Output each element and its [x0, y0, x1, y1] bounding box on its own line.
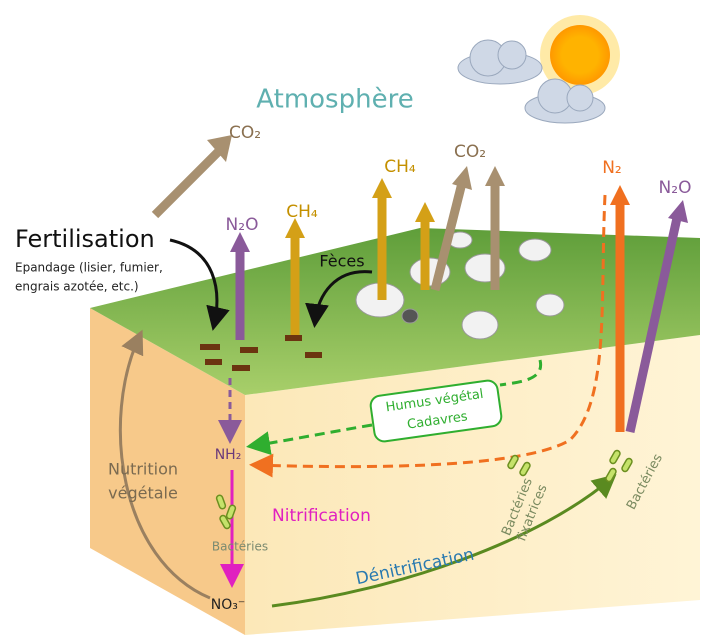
bacteria-label: Bactéries [212, 540, 268, 554]
gas-label: CO₂ [229, 123, 261, 143]
gas-label: N₂O [226, 215, 259, 235]
nutrition-label: végétale [108, 484, 178, 503]
cloud [524, 78, 606, 124]
bacteria [215, 449, 633, 530]
arrow-head [668, 200, 688, 223]
cloud [457, 39, 543, 85]
arrow-head [285, 218, 305, 238]
sun [540, 15, 620, 95]
arrow-head [372, 178, 392, 198]
fertilisation-arrow [169, 238, 230, 331]
arrow-head [485, 166, 505, 186]
gas-label: N₂ [602, 158, 622, 178]
gas-label: CO₂ [454, 142, 486, 162]
nutrition-flow [118, 329, 211, 600]
co2-arrow [430, 181, 467, 292]
nutrition-label: Nutrition [108, 460, 178, 479]
gas-label: CH₄ [286, 202, 318, 222]
arrow-head [415, 202, 435, 222]
co2-arrow [151, 148, 222, 219]
fixation-flow [249, 194, 607, 478]
block-left-face [90, 308, 245, 635]
arrow-head [452, 166, 472, 190]
manure [200, 335, 322, 371]
feces-label: Fèces [319, 252, 364, 271]
denitrification-flow [271, 474, 617, 608]
title: Atmosphère [256, 85, 413, 115]
no3-label: NO₃⁻ [211, 597, 246, 613]
humus-flow [499, 359, 543, 387]
arrow-head [610, 185, 630, 205]
nh2-label: NH₂ [215, 447, 242, 463]
fertilisation-detail: Epandage (lisier, fumier, [15, 261, 163, 275]
n2o-arrow [625, 217, 682, 433]
arrow-head [207, 135, 232, 162]
humus-box [369, 379, 503, 443]
nitrification-label: Nitrification [272, 506, 371, 526]
fertilisation-detail: engrais azotée, etc.) [15, 280, 139, 294]
feces-arrow [305, 270, 373, 328]
fertilisation-title: Fertilisation [15, 225, 155, 253]
gas-label: CH₄ [384, 157, 416, 177]
gas-label: N₂O [659, 178, 692, 198]
arrow-head [230, 232, 250, 252]
block-front-face [245, 335, 700, 635]
